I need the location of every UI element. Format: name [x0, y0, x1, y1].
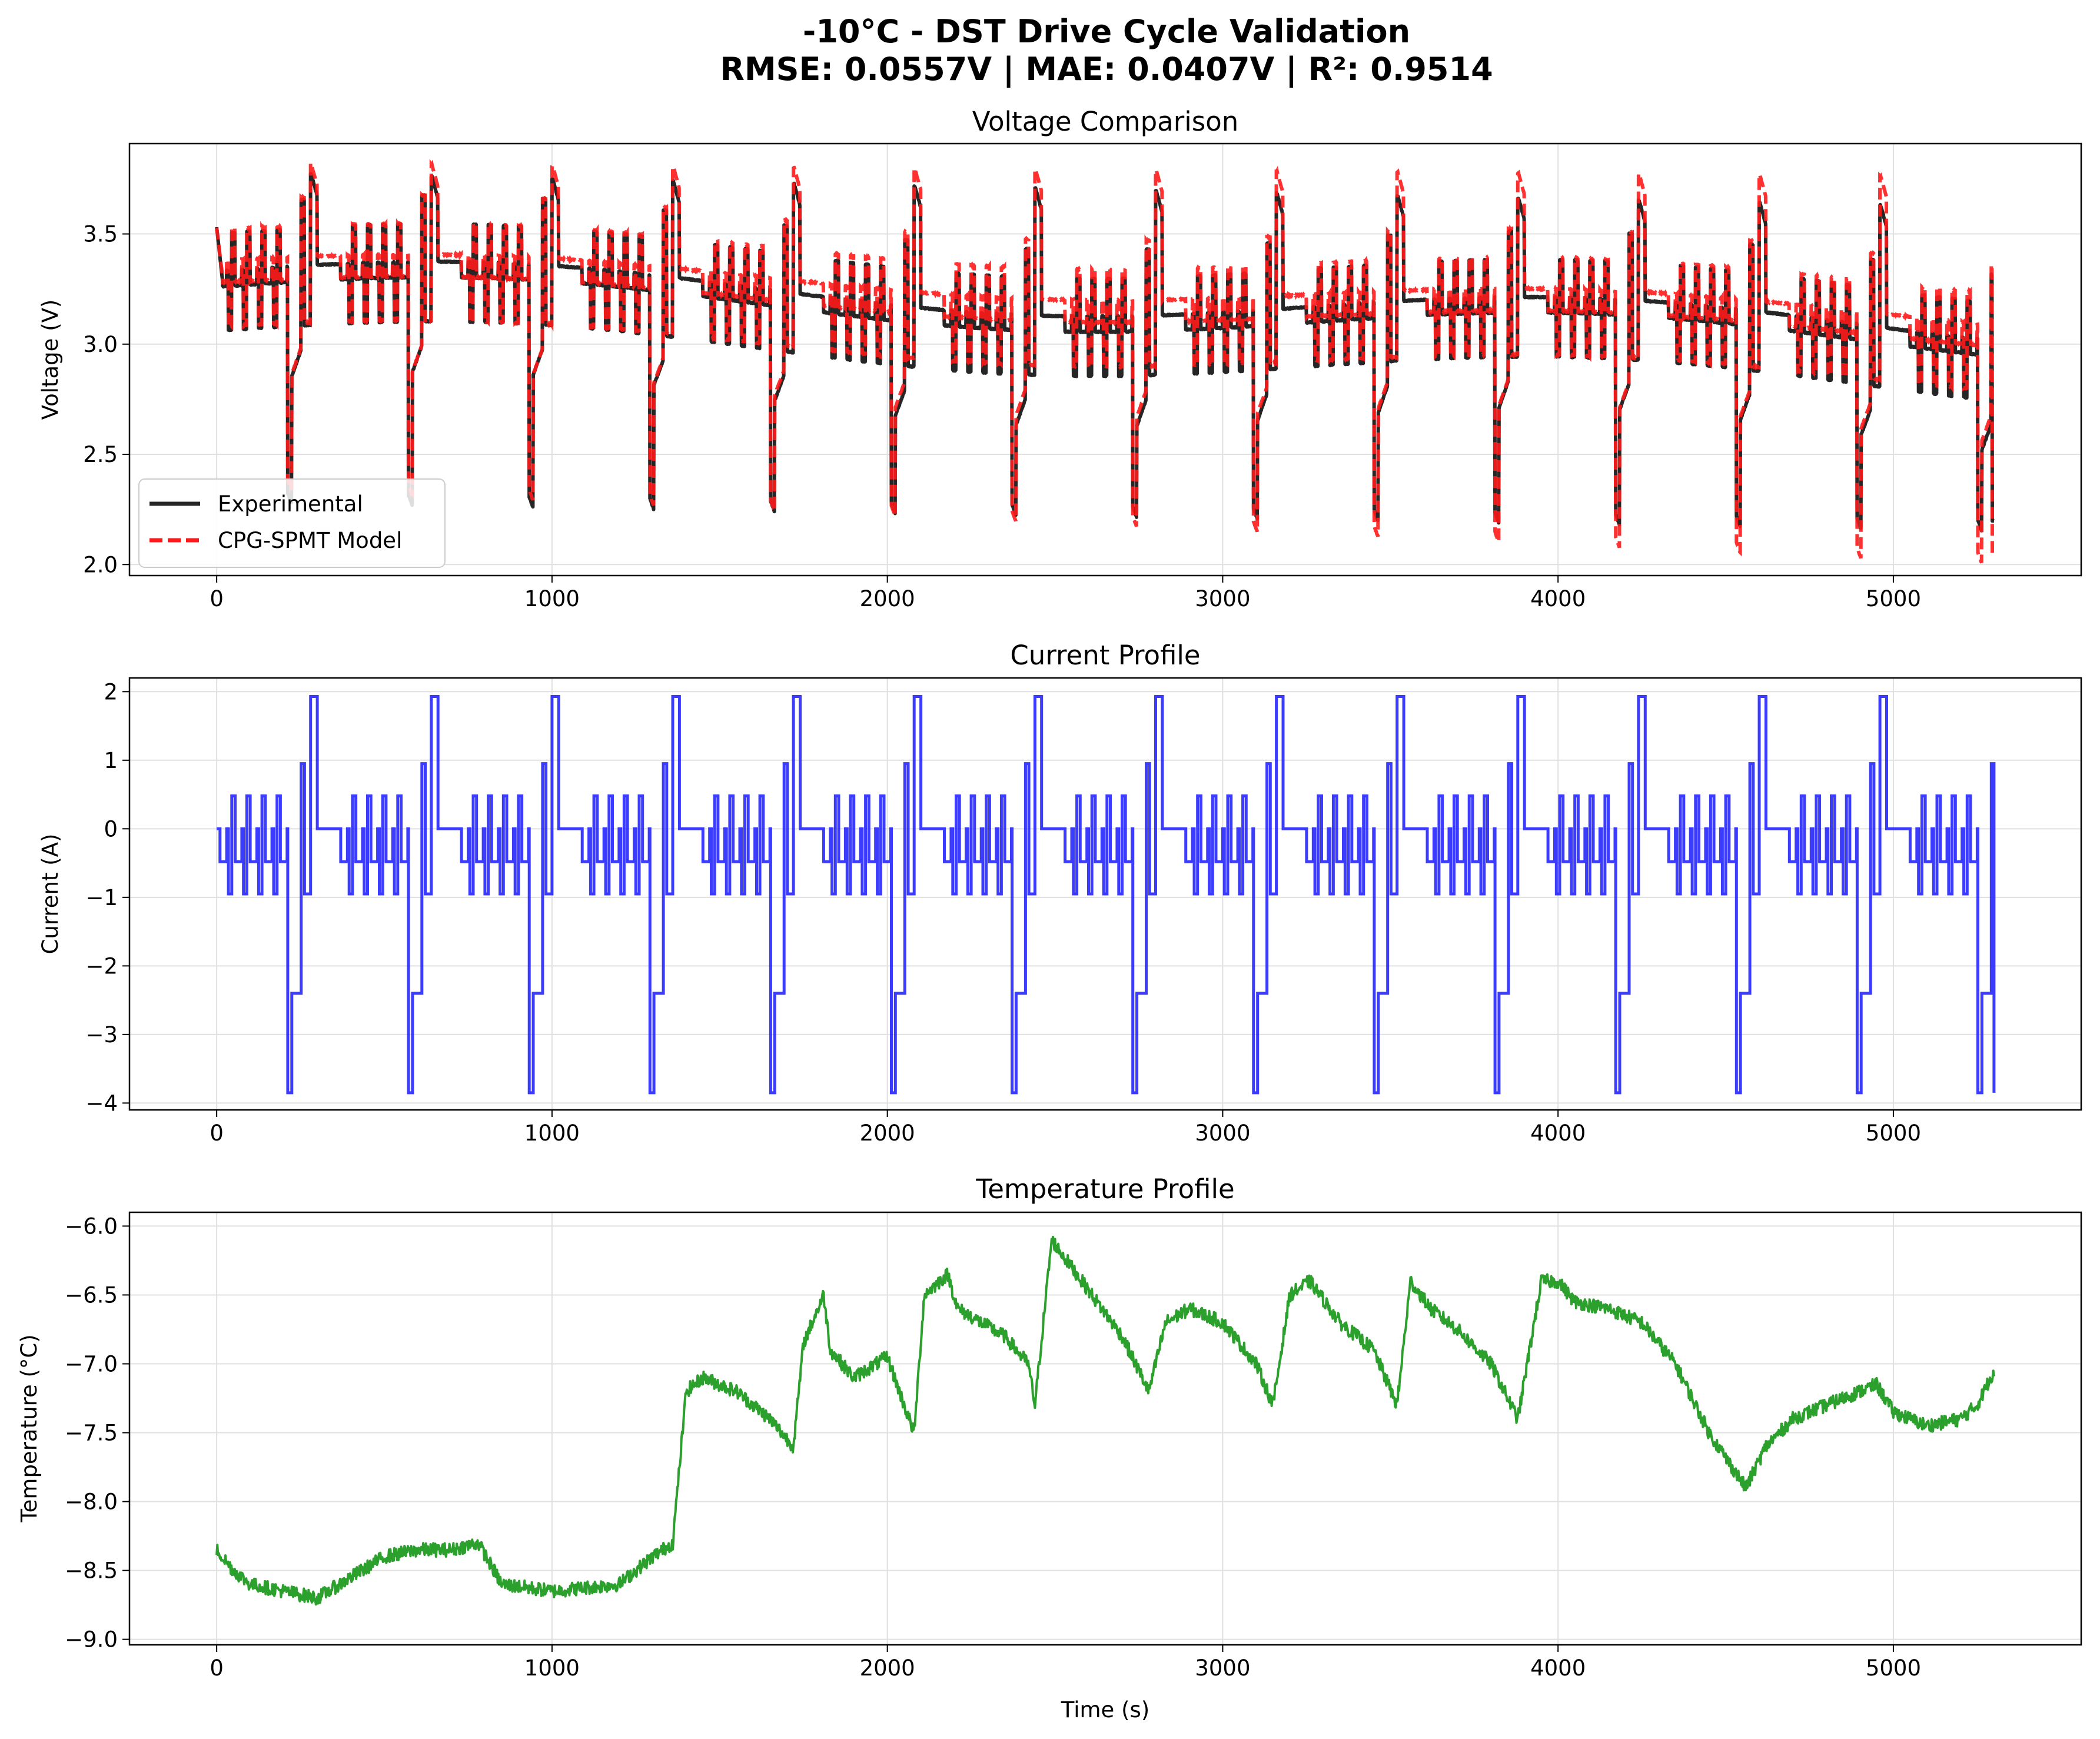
x-tick-label: 1000: [524, 586, 580, 611]
x-tick-label: 4000: [1530, 1120, 1586, 1146]
x-tick-label: 0: [210, 1120, 224, 1146]
x-tick-label: 3000: [1195, 1120, 1250, 1146]
x-tick-label: 0: [210, 586, 224, 611]
figure-title-line2: RMSE: 0.0557V | MAE: 0.0407V | R²: 0.951…: [720, 51, 1493, 88]
current-y-axis-label: Current (A): [38, 834, 63, 955]
y-tick-label: −6.5: [65, 1282, 118, 1308]
current-series: [217, 695, 1996, 1095]
x-tick-label: 2000: [860, 586, 915, 611]
current-axes-frame: [128, 677, 2082, 1111]
y-tick-label: 3.5: [83, 222, 118, 247]
x-tick-label: 2000: [860, 1655, 915, 1681]
temperature-gridlines: [129, 1212, 2081, 1645]
y-tick-label: 2: [104, 679, 118, 704]
voltage-legend: Experimental CPG-SPMT Model: [138, 478, 446, 568]
y-tick-label: −2: [85, 953, 118, 979]
x-tick-label: 2000: [860, 1120, 915, 1146]
figure-title-line1: -10°C - DST Drive Cycle Validation: [803, 13, 1410, 50]
voltage-panel-title: Voltage Comparison: [972, 106, 1239, 137]
legend-frame: [138, 478, 446, 568]
current-panel-title: Current Profile: [1010, 640, 1200, 671]
x-tick-label: 1000: [524, 1120, 580, 1146]
y-tick-label: −1: [85, 885, 118, 910]
current-gridlines: [129, 678, 2081, 1110]
y-tick-label: −6.0: [65, 1213, 118, 1239]
temperature-panel-title: Temperature Profile: [975, 1173, 1234, 1205]
x-tick-label: 0: [210, 1655, 224, 1681]
x-tick-label: 1000: [524, 1655, 580, 1681]
current-series-line: [217, 695, 1996, 1095]
x-tick-label: 3000: [1195, 1655, 1250, 1681]
y-tick-label: −3: [85, 1022, 118, 1048]
y-tick-label: 1: [104, 748, 118, 773]
y-tick-label: −4: [85, 1090, 118, 1116]
voltage-y-axis-label: Voltage (V): [38, 300, 63, 420]
y-tick-label: −8.0: [65, 1489, 118, 1515]
voltage-panel: Voltage Comparison 0 1000 2000 3000 4000 5000…: [38, 106, 2082, 611]
voltage-axes-frame: [128, 142, 2082, 577]
temperature-series-line: [215, 1235, 1995, 1606]
model-voltage-line: [215, 158, 1995, 564]
y-tick-label: −7.5: [65, 1421, 118, 1446]
x-tick-label: 5000: [1866, 586, 1921, 611]
temperature-y-axis-label: Temperature (°C): [16, 1334, 42, 1522]
y-tick-label: 2.5: [83, 442, 118, 467]
temperature-x-axis-label: Time (s): [1061, 1697, 1149, 1723]
y-tick-label: 2.0: [83, 552, 118, 577]
y-tick-label: −9.0: [65, 1627, 118, 1652]
x-tick-label: 5000: [1866, 1655, 1921, 1681]
current-panel: Current Profile 0 1000 2000 3000 4000 5000 −4 −…: [38, 640, 2082, 1146]
x-tick-label: 3000: [1195, 586, 1250, 611]
legend-model-label: CPG-SPMT Model: [218, 528, 402, 553]
current-ticks: 0 1000 2000 3000 4000 5000 −4 −3 −2 −1 0 1 2: [85, 679, 1921, 1146]
legend-experimental-label: Experimental: [218, 491, 363, 517]
temperature-series: [215, 1235, 1995, 1606]
temperature-panel: Temperature Profile 0 1000 2000 3000 4000 500…: [16, 1173, 2082, 1723]
temperature-axes-frame: [128, 1211, 2082, 1646]
x-tick-label: 4000: [1530, 586, 1586, 611]
experimental-voltage-line: [215, 172, 1996, 533]
y-tick-label: −8.5: [65, 1558, 118, 1584]
y-tick-label: 0: [104, 816, 118, 842]
temperature-ticks: 0 1000 2000 3000 4000 5000 −9.0 −8.5 −8.0 −7.5 −7.…: [65, 1213, 1921, 1681]
x-tick-label: 5000: [1866, 1120, 1921, 1146]
voltage-series: [215, 158, 1996, 564]
voltage-ticks: 0 1000 2000 3000 4000 5000 2.0 2.5 3.0 3.5: [83, 222, 1921, 611]
y-tick-label: 3.0: [83, 332, 118, 357]
y-tick-label: −7.0: [65, 1351, 118, 1376]
x-tick-label: 4000: [1530, 1655, 1586, 1681]
